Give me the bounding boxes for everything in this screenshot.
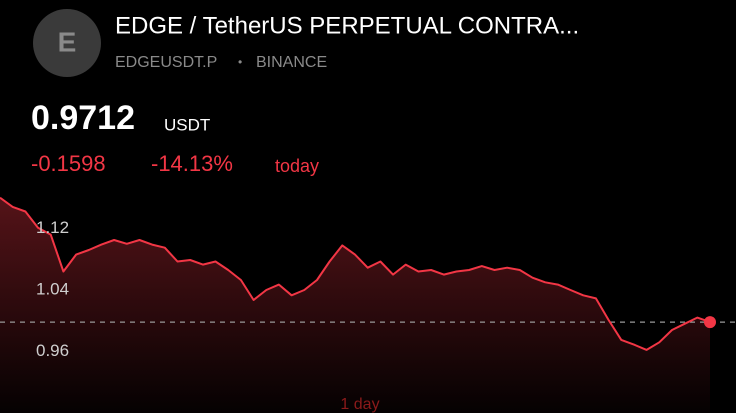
- change: -0.1598: [31, 151, 106, 176]
- x-label: 1 day: [340, 396, 379, 413]
- last-point: [704, 316, 716, 329]
- title: EDGE / TetherUS PERPETUAL CONTRA...: [115, 12, 579, 39]
- price: 0.9712: [31, 99, 135, 137]
- exchange: BINANCE: [256, 54, 327, 71]
- symbol-icon: [33, 9, 101, 77]
- y-tick-label: 1.12: [36, 218, 69, 237]
- area: [0, 197, 710, 413]
- y-tick-label: 1.04: [36, 280, 69, 299]
- symbol: EDGEUSDT.P: [115, 54, 217, 71]
- currency: USDT: [164, 115, 210, 134]
- period: today: [275, 156, 319, 176]
- icon-letter: E: [58, 26, 77, 57]
- separator: •: [238, 55, 242, 69]
- change-percent: -14.13%: [151, 151, 233, 176]
- price-line: [0, 196, 711, 351]
- y-tick-label: 0.96: [36, 341, 69, 360]
